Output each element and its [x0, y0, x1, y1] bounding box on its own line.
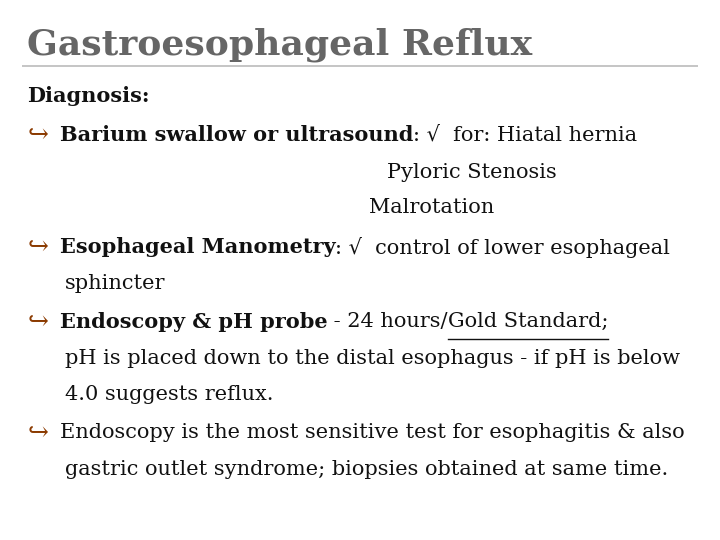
Text: - 24 hours/: - 24 hours/ [328, 312, 448, 330]
Text: sphincter: sphincter [65, 274, 166, 293]
Text: Barium swallow or ultrasound: Barium swallow or ultrasound [60, 125, 413, 145]
Text: Endoscopy & pH probe: Endoscopy & pH probe [60, 312, 328, 332]
Text: ↪: ↪ [27, 125, 48, 148]
Text: Malrotation: Malrotation [369, 198, 495, 217]
Text: Gastroesophageal Reflux: Gastroesophageal Reflux [27, 27, 533, 62]
Text: pH is placed down to the distal esophagus - if pH is below: pH is placed down to the distal esophagu… [65, 349, 680, 368]
Text: Endoscopy is the most sensitive test for esophagitis & also: Endoscopy is the most sensitive test for… [60, 423, 685, 442]
Text: : √  for: Hiatal hernia: : √ for: Hiatal hernia [413, 125, 637, 144]
Text: : √  control of lower esophageal: : √ control of lower esophageal [336, 237, 670, 258]
Text: Gold Standard;: Gold Standard; [448, 312, 608, 330]
Text: ↪: ↪ [27, 237, 48, 260]
Text: ↪: ↪ [27, 312, 48, 335]
Text: Diagnosis:: Diagnosis: [27, 86, 150, 106]
Text: Esophageal Manometry: Esophageal Manometry [60, 237, 336, 256]
Text: ↪: ↪ [27, 423, 48, 446]
Text: Pyloric Stenosis: Pyloric Stenosis [387, 163, 557, 182]
Text: 4.0 suggests reflux.: 4.0 suggests reflux. [65, 385, 274, 404]
Text: gastric outlet syndrome; biopsies obtained at same time.: gastric outlet syndrome; biopsies obtain… [65, 460, 668, 479]
